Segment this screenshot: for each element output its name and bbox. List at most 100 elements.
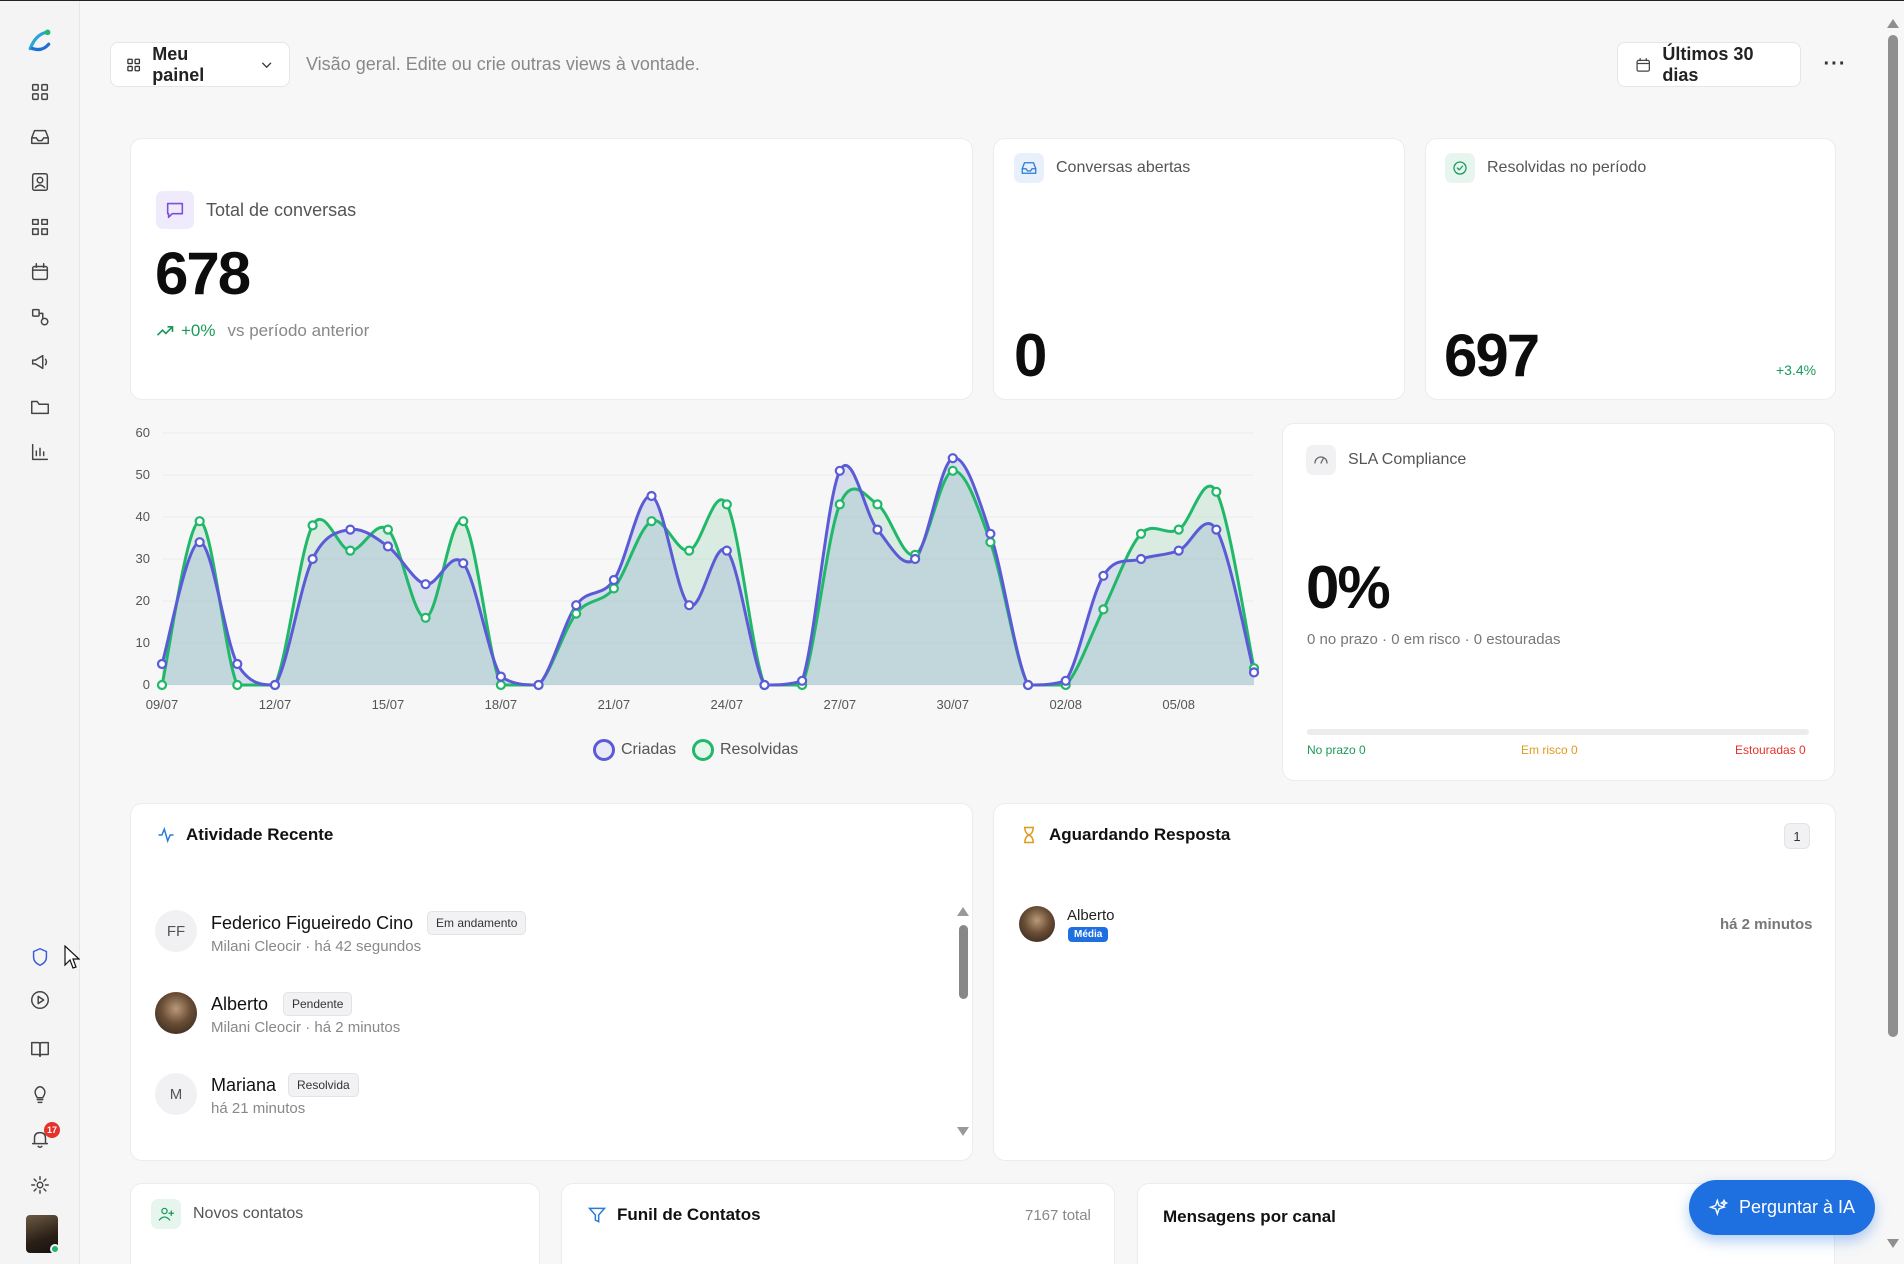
kanban-icon[interactable] xyxy=(27,214,53,240)
contacts-funnel-card xyxy=(561,1183,1115,1264)
data-point-resolved xyxy=(345,545,356,556)
data-point-created xyxy=(1211,524,1222,535)
data-point-resolved xyxy=(1135,528,1147,539)
date-range-button[interactable]: Últimos 30 dias xyxy=(1617,42,1801,87)
status-badge: Pendente xyxy=(283,992,353,1016)
data-point-resolved xyxy=(194,516,205,527)
x-tick-label: 05/08 xyxy=(1162,697,1195,712)
inbox-icon[interactable] xyxy=(27,124,53,150)
data-point-created xyxy=(721,545,732,556)
sla-breached: Estouradas 0 xyxy=(1735,743,1806,757)
notification-badge: 17 xyxy=(44,1122,60,1138)
data-point-resolved xyxy=(608,583,619,594)
data-point-created xyxy=(495,671,506,682)
page-subtitle: Visão geral. Edite ou crie outras views … xyxy=(306,54,700,74)
x-tick-label: 09/07 xyxy=(146,697,179,712)
date-range-label: Últimos 30 dias xyxy=(1662,43,1754,85)
total-conversations-card xyxy=(130,138,973,400)
data-point-resolved xyxy=(1211,486,1222,497)
data-point-resolved xyxy=(872,499,883,510)
x-tick-label: 30/07 xyxy=(936,697,969,712)
waiting-header: Aguardando Resposta xyxy=(1019,825,1230,845)
play-icon[interactable] xyxy=(27,987,53,1013)
reports-icon[interactable] xyxy=(27,439,53,465)
legend-resolved-swatch xyxy=(692,739,714,761)
activity-name: Federico Figueiredo Cino xyxy=(211,913,414,933)
sla-value: 0% xyxy=(1306,554,1391,621)
sla-progress-bar xyxy=(1307,729,1809,735)
scroll-up-arrow[interactable] xyxy=(957,907,969,916)
legend-created-swatch xyxy=(593,739,615,761)
campaign-icon[interactable] xyxy=(27,349,53,375)
data-point-created xyxy=(1098,570,1109,581)
calendar-icon[interactable] xyxy=(27,259,53,285)
data-point-resolved xyxy=(382,524,394,535)
activity-title: Atividade Recente xyxy=(186,825,334,844)
automation-icon[interactable] xyxy=(27,304,53,330)
inbox-icon xyxy=(1014,153,1044,183)
data-point-created xyxy=(684,600,695,611)
shield-icon[interactable] xyxy=(27,944,53,970)
legend-resolved[interactable]: Resolvidas xyxy=(692,739,798,761)
panel-select[interactable]: Meu painel xyxy=(110,42,290,87)
contacts-icon[interactable] xyxy=(27,169,53,195)
data-point-created xyxy=(985,528,996,539)
page-scrollbar[interactable] xyxy=(1888,35,1898,1037)
status-badge: Resolvida xyxy=(288,1073,359,1097)
chat-icon xyxy=(156,191,194,229)
data-point-created xyxy=(533,679,544,691)
y-tick-label: 10 xyxy=(136,635,150,650)
data-point-created xyxy=(910,553,921,565)
bell-icon[interactable] xyxy=(27,1126,53,1152)
y-tick-label: 50 xyxy=(136,467,150,482)
data-point-created xyxy=(947,453,958,464)
x-tick-label: 15/07 xyxy=(372,697,405,712)
data-point-resolved xyxy=(420,612,431,623)
sla-at-risk: Em risco 0 xyxy=(1521,743,1578,757)
new-contacts-card xyxy=(130,1183,540,1264)
resolved-card-header: Resolvidas no período xyxy=(1445,153,1646,183)
data-point-resolved xyxy=(156,679,168,691)
data-point-resolved xyxy=(646,516,657,527)
ask-ai-button[interactable]: Perguntar à IA xyxy=(1689,1180,1875,1235)
total-delta: +0% vs período anterior xyxy=(155,321,369,341)
activity-meta: há 21 minutos xyxy=(211,1100,306,1117)
resolved-card-title: Resolvidas no período xyxy=(1487,159,1647,176)
sla-on-time: No prazo 0 xyxy=(1307,743,1366,757)
total-conversations-value: 678 xyxy=(155,240,251,307)
y-tick-label: 60 xyxy=(136,425,150,440)
resolved-delta: +3.4% xyxy=(1776,362,1817,378)
logo-icon[interactable] xyxy=(27,28,53,54)
sla-detail: 0 no prazo · 0 em risco · 0 estouradas xyxy=(1307,631,1561,648)
bulb-icon[interactable] xyxy=(27,1082,53,1108)
open-conversations-card xyxy=(993,138,1405,400)
x-tick-label: 18/07 xyxy=(485,697,518,712)
activity-scrollbar[interactable] xyxy=(959,925,968,999)
gear-icon[interactable] xyxy=(27,1172,53,1198)
resolved-value: 697 xyxy=(1444,322,1540,389)
data-point-created xyxy=(797,675,808,686)
sidebar: 17 xyxy=(0,1,80,1264)
data-point-created xyxy=(646,490,657,502)
page-scroll-up[interactable] xyxy=(1887,19,1899,28)
scroll-down-arrow[interactable] xyxy=(957,1127,969,1136)
more-options-button[interactable]: ··· xyxy=(1823,53,1847,75)
total-card-title: Total de conversas xyxy=(206,199,357,220)
new-contacts-header: Novos contatos xyxy=(151,1199,303,1229)
data-point-created xyxy=(269,679,281,691)
legend-created[interactable]: Criadas xyxy=(593,739,676,761)
ask-ai-label: Perguntar à IA xyxy=(1738,1197,1856,1217)
page-scroll-down[interactable] xyxy=(1887,1239,1899,1248)
recent-activity-card xyxy=(130,803,973,1161)
dashboard-icon[interactable] xyxy=(27,79,53,105)
data-point-created xyxy=(1135,553,1147,565)
x-tick-label: 27/07 xyxy=(824,697,857,712)
folder-icon[interactable] xyxy=(27,394,53,420)
data-point-resolved xyxy=(232,679,243,691)
book-icon[interactable] xyxy=(27,1036,53,1062)
open-card-header: Conversas abertas xyxy=(1014,153,1190,183)
data-point-created xyxy=(571,600,582,611)
new-contacts-title: Novos contatos xyxy=(193,1205,304,1222)
activity-name: Alberto xyxy=(211,994,269,1014)
y-tick-label: 30 xyxy=(136,551,150,566)
